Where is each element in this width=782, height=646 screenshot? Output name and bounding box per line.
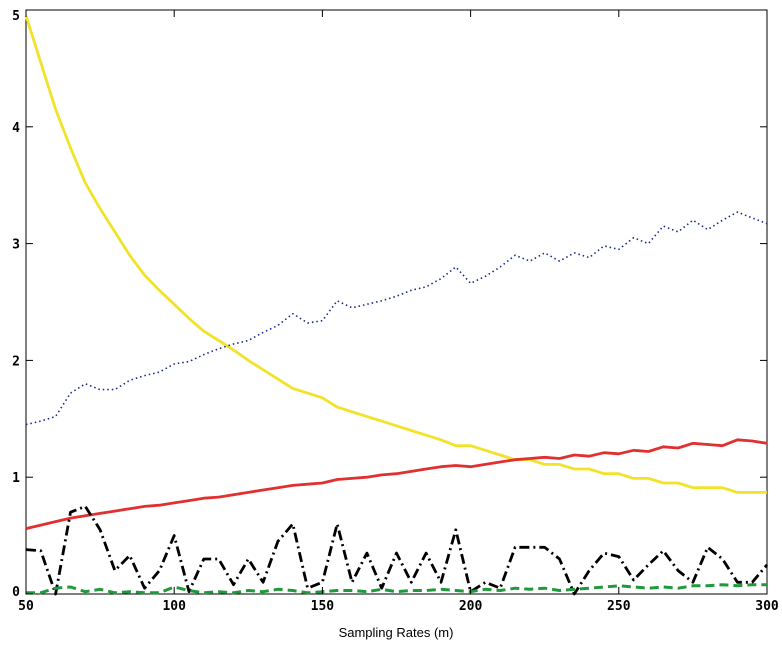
y-tick-label: 2	[12, 354, 20, 369]
x-tick-label: 50	[18, 599, 34, 614]
x-tick-label: 100	[162, 599, 186, 614]
series-layer	[24, 15, 769, 596]
x-tick-label: 150	[311, 599, 335, 614]
x-axis-label: Sampling Rates (m)	[339, 625, 454, 640]
x-tick-label: 200	[459, 599, 483, 614]
y-tick-label: 0	[12, 585, 20, 600]
x-tick-label: 250	[607, 599, 631, 614]
series-line-5	[26, 583, 767, 595]
plot-frame	[25, 9, 768, 595]
y-tick-label: 1	[12, 471, 20, 486]
series-line-3	[25, 211, 768, 426]
series-line-2	[25, 438, 768, 530]
tick-layer: 50 100 150 200 250 300 0 1 2 3 4 5	[12, 9, 779, 614]
y-tick-label: 4	[12, 121, 20, 136]
y-tick-label: 5	[12, 9, 20, 24]
y-tick-label: 3	[12, 238, 20, 253]
x-tick-label: 300	[755, 599, 779, 614]
series-line-4	[25, 504, 769, 596]
series-line-1	[24, 15, 767, 494]
